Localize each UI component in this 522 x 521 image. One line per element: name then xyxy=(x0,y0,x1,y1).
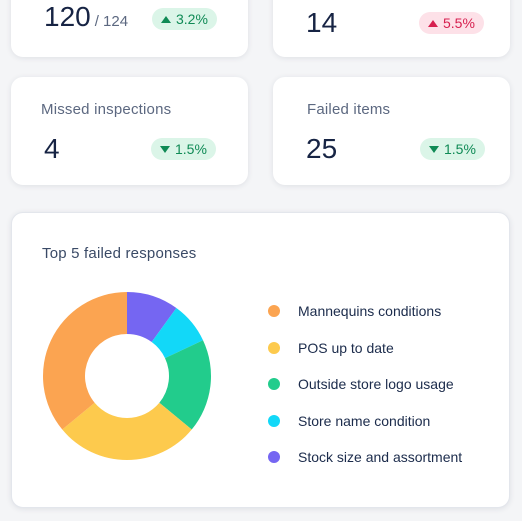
donut-chart xyxy=(43,292,212,460)
trend-badge: 1.5% xyxy=(151,138,216,160)
trend-badge-value: 1.5% xyxy=(175,141,207,157)
arrow-down-icon xyxy=(160,145,170,153)
legend-item[interactable]: Store name condition xyxy=(268,403,462,440)
trend-badge: 1.5% xyxy=(420,138,485,160)
legend-dot-icon xyxy=(268,451,280,464)
failed-responses-card: Top 5 failed responses Mannequins condit… xyxy=(11,212,510,508)
chart-legend: Mannequins conditions POS up to date Outsi… xyxy=(268,293,462,476)
legend-label: Outside store logo usage xyxy=(298,376,454,393)
chart-title: Top 5 failed responses xyxy=(42,245,197,262)
stat-card-missed-inspections[interactable]: Missed inspections 4 1.5% xyxy=(11,77,248,185)
legend-label: POS up to date xyxy=(298,339,394,356)
donut-slice-1[interactable] xyxy=(43,292,128,430)
legend-item[interactable]: Outside store logo usage xyxy=(268,366,462,403)
legend-item[interactable]: POS up to date xyxy=(268,330,462,367)
trend-badge: 3.2% xyxy=(152,8,217,30)
trend-badge-value: 3.2% xyxy=(176,11,208,27)
stat-card-completed[interactable]: 120/ 124 3.2% xyxy=(11,0,248,57)
trend-badge-value: 5.5% xyxy=(443,15,475,31)
legend-item[interactable]: Stock size and assortment xyxy=(268,439,462,476)
stat-card-failed-inspections[interactable]: 14 5.5% xyxy=(273,0,510,57)
stat-label: Missed inspections xyxy=(41,101,172,118)
stat-card-failed-items[interactable]: Failed items 25 1.5% xyxy=(273,77,510,185)
legend-item[interactable]: Mannequins conditions xyxy=(268,293,462,330)
arrow-down-icon xyxy=(429,145,439,153)
stat-value-number: 4 xyxy=(44,133,60,164)
trend-badge: 5.5% xyxy=(419,12,484,34)
legend-dot-icon xyxy=(268,378,280,391)
stat-label: Failed items xyxy=(307,101,391,118)
donut-slice-3[interactable] xyxy=(159,340,212,430)
legend-label: Mannequins conditions xyxy=(298,303,442,320)
stat-value: 25 xyxy=(306,133,337,165)
stat-value: 120/ 124 xyxy=(44,1,128,33)
arrow-up-icon xyxy=(428,19,438,27)
stat-value: 4 xyxy=(44,133,60,165)
legend-label: Stock size and assortment xyxy=(298,449,463,466)
donut-slice-2[interactable] xyxy=(62,402,192,460)
legend-dot-icon xyxy=(268,305,280,318)
legend-dot-icon xyxy=(268,414,280,427)
donut-slice-5[interactable] xyxy=(127,292,177,343)
donut-slice-4[interactable] xyxy=(151,308,204,359)
arrow-up-icon xyxy=(161,15,171,23)
stat-value-total: / 124 xyxy=(94,13,129,30)
legend-dot-icon xyxy=(268,341,280,354)
stat-value: 14 xyxy=(306,7,337,39)
stat-value-number: 25 xyxy=(306,133,338,164)
stat-value-number: 120 xyxy=(44,1,91,32)
legend-label: Store name condition xyxy=(298,412,431,429)
trend-badge-value: 1.5% xyxy=(444,141,476,157)
stat-value-number: 14 xyxy=(306,7,338,38)
